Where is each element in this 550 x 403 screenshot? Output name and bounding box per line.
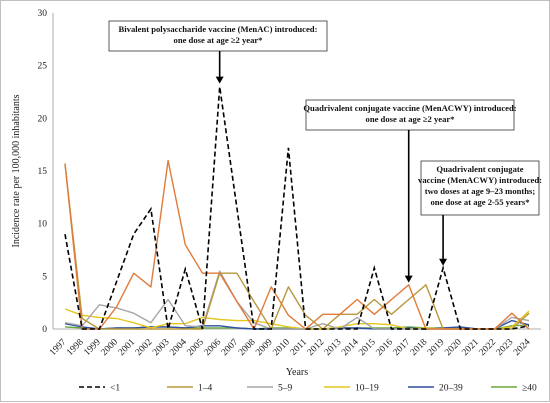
x-tick-label: 2022 xyxy=(478,337,499,358)
annotation-text: one dose at age 2-55 years* xyxy=(430,197,529,207)
x-tick-label: 2006 xyxy=(203,337,224,358)
x-tick-label: 2017 xyxy=(392,337,413,358)
x-tick-label: 2005 xyxy=(186,337,207,358)
annotation-box xyxy=(108,20,328,52)
y-axis-title: Incidence rate per 100,000 inhabitants xyxy=(11,94,22,247)
x-tick-label: 2012 xyxy=(306,337,327,358)
legend-label: 10–19 xyxy=(355,384,379,394)
x-tick-label: 2015 xyxy=(357,337,378,358)
y-tick-label: 20 xyxy=(38,114,48,124)
x-tick-label: 2014 xyxy=(340,337,361,358)
x-tick-label: 2001 xyxy=(117,337,138,358)
x-tick-label: 2010 xyxy=(271,337,292,358)
annotation-text: Bivalent polysaccharide vaccine (MenAC) … xyxy=(119,24,318,34)
legend-label: ≥40 xyxy=(522,384,537,394)
x-tick-label: 2003 xyxy=(151,337,172,358)
annotation-text: Quadrivalent conjugate vaccine (MenACWY)… xyxy=(303,103,516,113)
annotation-text: one dose at age ≥2 year* xyxy=(174,35,263,45)
annotation-arrow-head xyxy=(404,275,413,283)
y-tick-label: 5 xyxy=(42,272,47,282)
annotation-text: vaccine (MenACWY) introduced: xyxy=(418,175,542,185)
y-tick-label: 0 xyxy=(42,325,47,335)
x-tick-label: 2004 xyxy=(168,337,189,358)
x-tick-label: 1998 xyxy=(65,337,86,358)
x-tick-label: 2000 xyxy=(100,337,121,358)
series-line-0 xyxy=(64,86,530,330)
x-tick-label: 2007 xyxy=(220,337,241,358)
annotation-text: two doses at age 9–23 months; xyxy=(425,186,536,196)
x-tick-label: 2023 xyxy=(495,337,516,358)
y-tick-label: 15 xyxy=(38,167,48,177)
x-tick-label: 2013 xyxy=(323,337,344,358)
x-tick-label: 1999 xyxy=(82,337,103,358)
x-tick-label: 2008 xyxy=(237,337,258,358)
x-tick-label: 2019 xyxy=(426,337,447,358)
x-tick-label: 2021 xyxy=(460,337,481,358)
x-tick-label: 1997 xyxy=(48,337,69,358)
legend-label: 5–9 xyxy=(278,384,293,394)
x-tick-label: 2016 xyxy=(375,337,396,358)
annotation-arrow-head xyxy=(215,76,224,84)
legend-label: <1 xyxy=(110,384,120,394)
x-tick-label: 2009 xyxy=(254,337,275,358)
legend-label: 1–4 xyxy=(198,384,213,394)
x-axis-title: Years xyxy=(286,367,308,378)
annotation-text: Quadrivalent conjugate xyxy=(436,164,523,174)
x-tick-label: 2011 xyxy=(289,337,309,357)
x-tick-label: 2002 xyxy=(134,337,155,358)
y-tick-label: 25 xyxy=(38,62,48,72)
legend-label: 20–39 xyxy=(439,384,463,394)
series-line-orange-0 xyxy=(64,159,530,330)
annotation-box xyxy=(420,160,540,216)
annotation-box xyxy=(305,99,515,131)
y-tick-label: 10 xyxy=(38,220,48,230)
annotation-arrow-head xyxy=(439,258,448,266)
x-tick-label: 2018 xyxy=(409,337,430,358)
x-tick-label: 2020 xyxy=(443,337,464,358)
y-tick-label: 30 xyxy=(38,9,48,19)
x-tick-label: 2024 xyxy=(512,337,533,358)
annotation-text: one dose at age ≥2 year* xyxy=(366,114,455,124)
